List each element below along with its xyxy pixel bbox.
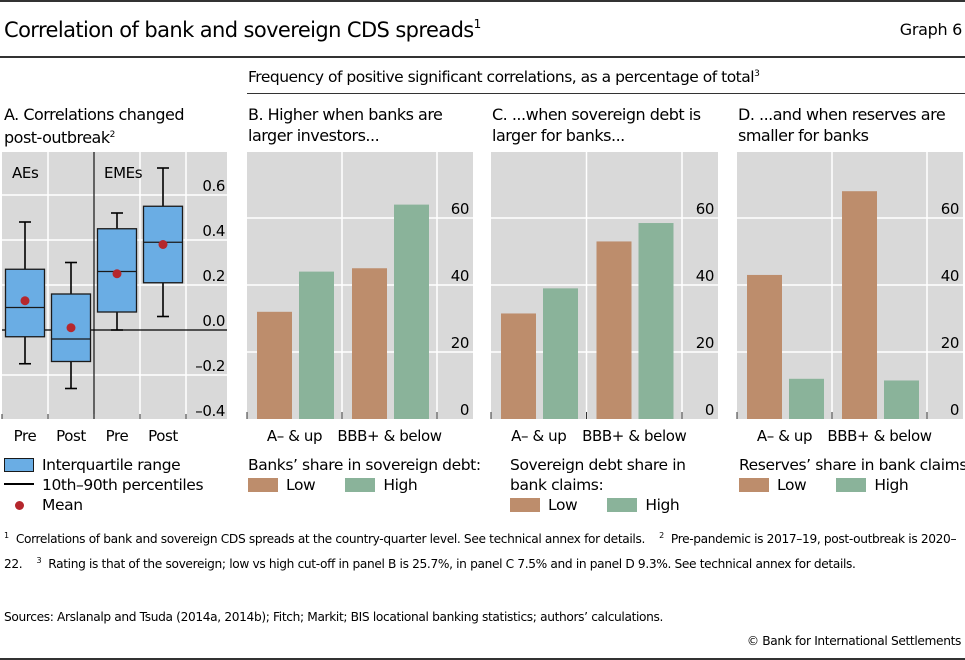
- copyright: © Bank for International Settlements: [746, 634, 961, 648]
- high-swatch-icon: [836, 478, 867, 492]
- y-tick-label: –0.2: [195, 357, 225, 375]
- iqr-box: [4, 268, 46, 338]
- legend-a-whisker: 10th–90th percentiles: [4, 475, 204, 495]
- x-tick-label: Pre: [14, 427, 37, 445]
- bar-low: [747, 274, 782, 419]
- legend-c-title: Sovereign debt share in bank claims:: [510, 456, 686, 494]
- legend-d-title: Reserves’ share in bank claims:: [739, 456, 965, 474]
- high-swatch-icon: [607, 498, 638, 512]
- legend-c: Sovereign debt share in bank claims: Low…: [510, 455, 710, 515]
- y-tick-label: 60: [941, 200, 959, 218]
- panel-a-title: A. Correlations changed post-outbreak2: [4, 105, 185, 147]
- bar-low: [842, 191, 877, 419]
- legend-a-mean: Mean: [4, 495, 203, 515]
- sources: Sources: Arslanalp and Tsuda (2014a, 201…: [4, 610, 664, 624]
- y-tick-label: 40: [696, 267, 714, 285]
- bar-high: [789, 378, 824, 419]
- x-tick-label: BBB+ & below: [337, 427, 441, 445]
- legend-a-iqr: Interquartile range: [4, 455, 203, 475]
- panel-d-title: D. ...and when reserves are smaller for …: [738, 105, 946, 145]
- mean-dot: [66, 323, 76, 333]
- header-rule: [247, 93, 965, 94]
- y-tick-label: 60: [451, 200, 469, 218]
- bar-low: [501, 313, 536, 419]
- panels-bcd-header: Frequency of positive significant correl…: [248, 68, 760, 86]
- low-swatch-icon: [510, 498, 540, 512]
- high-swatch-icon: [345, 478, 376, 492]
- x-tick-label: A– & up: [511, 427, 566, 445]
- y-tick-label: 0.2: [202, 267, 225, 285]
- bar-high: [299, 271, 334, 419]
- y-tick-label: 0: [705, 401, 714, 419]
- bar-high: [884, 380, 919, 419]
- legend-d-low: Low: [777, 476, 807, 494]
- bar-low: [352, 268, 387, 419]
- legend-b-title: Banks’ share in sovereign debt:: [248, 456, 481, 474]
- x-tick-label: Pre: [106, 427, 129, 445]
- x-tick-label: A– & up: [267, 427, 322, 445]
- legend-b-high: High: [383, 476, 418, 494]
- group-label-emes: EMEs: [104, 164, 143, 182]
- legend-c-high: High: [645, 496, 680, 514]
- y-tick-label: 20: [451, 334, 469, 352]
- y-tick-label: 0.0: [202, 312, 225, 330]
- x-tick-label: BBB+ & below: [827, 427, 931, 445]
- panel-b-title: B. Higher when banks are larger investor…: [248, 105, 443, 145]
- x-tick-label: BBB+ & below: [582, 427, 686, 445]
- footnotes: 1 Correlations of bank and sovereign CDS…: [4, 531, 957, 571]
- top-rule: [0, 0, 965, 2]
- legend-a: Interquartile range 10th–90th percentile…: [4, 455, 204, 515]
- legend-c-low: Low: [548, 496, 578, 514]
- y-tick-label: –0.4: [195, 402, 225, 420]
- bottom-rule: [0, 658, 965, 660]
- panel-c-title: C. ...when sovereign debt is larger for …: [492, 105, 701, 145]
- x-tick-label: Post: [148, 427, 178, 445]
- legend-b: Banks’ share in sovereign debt: Low High: [248, 455, 481, 495]
- y-tick-label: 40: [941, 267, 959, 285]
- y-tick-label: 40: [451, 267, 469, 285]
- group-label-aes: AEs: [12, 164, 39, 182]
- box-swatch-icon: [4, 458, 34, 472]
- dot-swatch-icon: [14, 501, 24, 510]
- bar-low: [596, 241, 632, 419]
- y-tick-label: 20: [941, 334, 959, 352]
- chart-title: Correlation of bank and sovereign CDS sp…: [4, 17, 481, 42]
- y-tick-label: 0.4: [202, 222, 225, 240]
- bar-high: [543, 288, 578, 419]
- y-tick-label: 20: [696, 334, 714, 352]
- y-tick-label: 0: [460, 401, 469, 419]
- mean-dot: [20, 296, 30, 306]
- x-tick-label: Post: [56, 427, 86, 445]
- charts-canvas: Pre Post Pre Post AEs EMEs 0.6 0.4 0.2 0.0 –0.2 –0.…: [1, 152, 963, 445]
- legend-d: Reserves’ share in bank claims: Low High: [739, 455, 965, 495]
- y-tick-label: 0: [950, 401, 959, 419]
- low-swatch-icon: [739, 478, 769, 492]
- x-tick-label: A– & up: [757, 427, 812, 445]
- legend-b-low: Low: [286, 476, 316, 494]
- legend-d-high: High: [874, 476, 909, 494]
- title-rule: [0, 56, 965, 58]
- bar-high: [394, 204, 429, 419]
- low-swatch-icon: [248, 478, 278, 492]
- line-swatch-icon: [4, 483, 34, 485]
- mean-dot: [112, 269, 122, 279]
- y-tick-label: 60: [696, 200, 714, 218]
- bar-low: [257, 311, 292, 419]
- y-tick-label: 0.6: [202, 177, 225, 195]
- graph-number: Graph 6: [899, 20, 963, 39]
- bar-high: [638, 223, 674, 419]
- mean-dot: [158, 240, 168, 249]
